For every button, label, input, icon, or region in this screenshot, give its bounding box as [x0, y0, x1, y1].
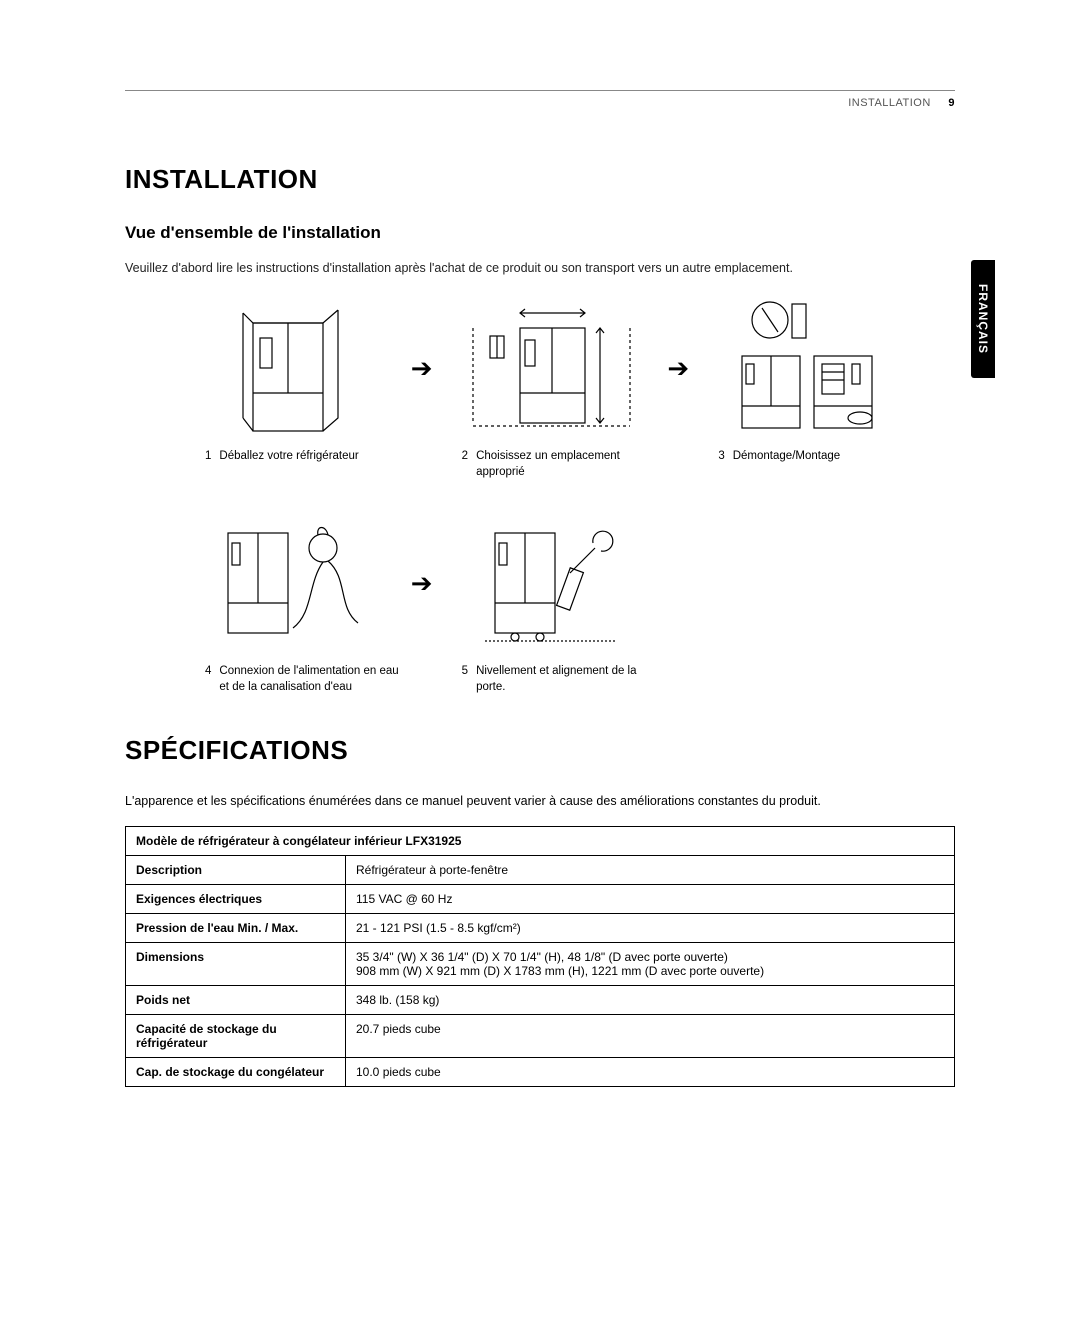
table-row: Cap. de stockage du congélateur 10.0 pie… — [126, 1058, 955, 1087]
step-4: 4 Connexion de l'alimentation en eau et … — [185, 508, 402, 695]
language-tab: FRANÇAIS — [971, 260, 995, 378]
arrow-icon: ➔ — [402, 508, 442, 658]
step-5-illustration — [442, 508, 659, 658]
step-5-num: 5 — [462, 664, 468, 695]
spec-value: 348 lb. (158 kg) — [346, 986, 955, 1015]
step-2-caption: 2 Choisissez un emplacement approprié — [442, 449, 659, 480]
table-row: Capacité de stockage du réfrigérateur 20… — [126, 1015, 955, 1058]
step-4-text: Connexion de l'alimentation en eau et de… — [219, 664, 401, 695]
disassembly-icon — [732, 298, 882, 438]
specs-title: SPÉCIFICATIONS — [125, 735, 955, 766]
step-2: 2 Choisissez un emplacement approprié — [442, 293, 659, 480]
table-row: Poids net 348 lb. (158 kg) — [126, 986, 955, 1015]
spec-value: 10.0 pieds cube — [346, 1058, 955, 1087]
overview-subtitle: Vue d'ensemble de l'installation — [125, 223, 955, 243]
step-1-text: Déballez votre réfrigérateur — [219, 449, 358, 465]
spec-label: Exigences électriques — [126, 885, 346, 914]
page-header: INSTALLATION 9 — [125, 90, 955, 109]
spec-label: Pression de l'eau Min. / Max. — [126, 914, 346, 943]
header-section-label: INSTALLATION — [848, 97, 931, 109]
spec-label: Capacité de stockage du réfrigérateur — [126, 1015, 346, 1058]
spec-value: Réfrigérateur à porte-fenêtre — [346, 856, 955, 885]
step-1-illustration — [185, 293, 402, 443]
placement-icon — [465, 298, 635, 438]
step-4-num: 4 — [205, 664, 211, 695]
step-5: 5 Nivellement et alignement de la porte. — [442, 508, 659, 695]
specs-table: Modèle de réfrigérateur à congélateur in… — [125, 826, 955, 1087]
leveling-icon — [475, 513, 625, 653]
step-3-illustration — [698, 293, 915, 443]
table-row: Exigences électriques 115 VAC @ 60 Hz — [126, 885, 955, 914]
spec-value: 35 3/4" (W) X 36 1/4" (D) X 70 1/4" (H),… — [346, 943, 955, 986]
step-2-num: 2 — [462, 449, 468, 480]
spec-label: Poids net — [126, 986, 346, 1015]
spec-label: Cap. de stockage du congélateur — [126, 1058, 346, 1087]
step-3-caption: 3 Démontage/Montage — [698, 449, 915, 465]
step-1-caption: 1 Déballez votre réfrigérateur — [185, 449, 402, 465]
installation-steps-grid: 1 Déballez votre réfrigérateur ➔ 2 — [185, 293, 915, 695]
table-row: Description Réfrigérateur à porte-fenêtr… — [126, 856, 955, 885]
table-header-row: Modèle de réfrigérateur à congélateur in… — [126, 827, 955, 856]
intro-paragraph: Veuillez d'abord lire les instructions d… — [125, 261, 955, 275]
step-1-num: 1 — [205, 449, 211, 465]
step-5-caption: 5 Nivellement et alignement de la porte. — [442, 664, 659, 695]
arrow-icon: ➔ — [402, 293, 442, 443]
specs-intro: L'apparence et les spécifications énumér… — [125, 794, 955, 808]
step-3-num: 3 — [718, 449, 724, 465]
spec-label: Description — [126, 856, 346, 885]
spec-value: 115 VAC @ 60 Hz — [346, 885, 955, 914]
spec-value: 21 - 121 PSI (1.5 - 8.5 kgf/cm²) — [346, 914, 955, 943]
step-4-illustration — [185, 508, 402, 658]
step-5-text: Nivellement et alignement de la porte. — [476, 664, 658, 695]
arrow-icon: ➔ — [658, 293, 698, 443]
step-1: 1 Déballez votre réfrigérateur — [185, 293, 402, 480]
step-2-illustration — [442, 293, 659, 443]
installation-title: INSTALLATION — [125, 164, 955, 195]
step-3: 3 Démontage/Montage — [698, 293, 915, 480]
table-row: Dimensions 35 3/4" (W) X 36 1/4" (D) X 7… — [126, 943, 955, 986]
header-page-number: 9 — [948, 97, 955, 109]
spec-label: Dimensions — [126, 943, 346, 986]
spec-value: 20.7 pieds cube — [346, 1015, 955, 1058]
table-row: Pression de l'eau Min. / Max. 21 - 121 P… — [126, 914, 955, 943]
unbox-fridge-icon — [238, 298, 348, 438]
step-4-caption: 4 Connexion de l'alimentation en eau et … — [185, 664, 402, 695]
step-3-text: Démontage/Montage — [733, 449, 840, 465]
table-header: Modèle de réfrigérateur à congélateur in… — [126, 827, 955, 856]
step-2-text: Choisissez un emplacement approprié — [476, 449, 658, 480]
water-connect-icon — [218, 513, 368, 653]
